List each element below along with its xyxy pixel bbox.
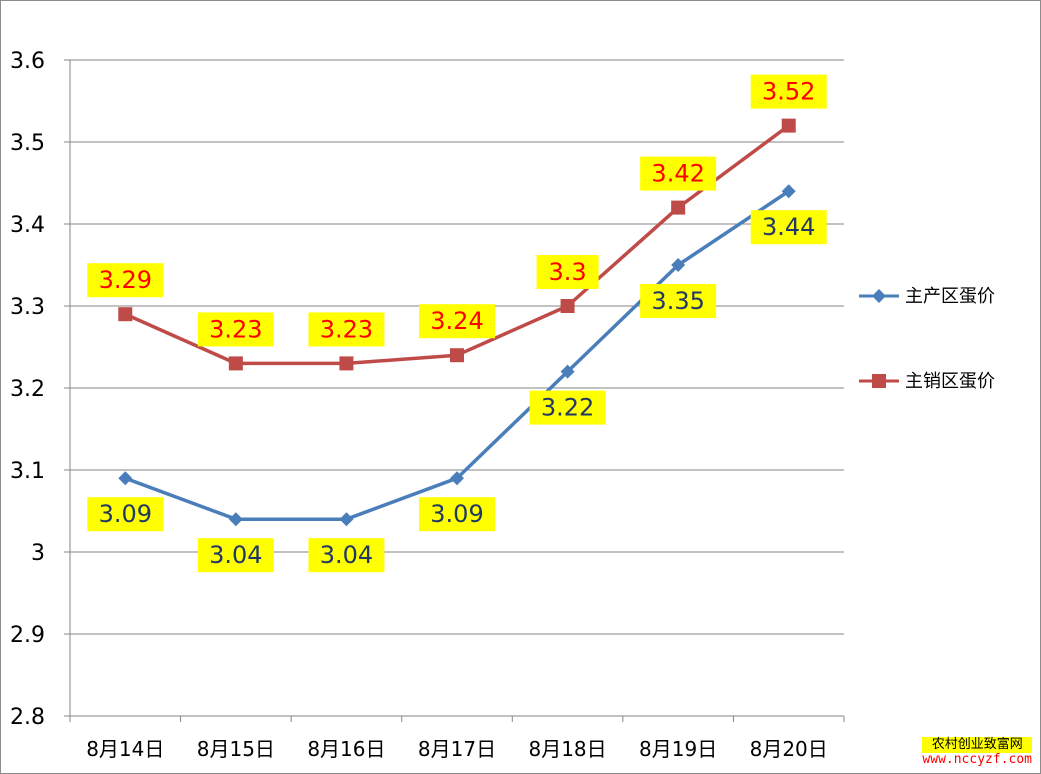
legend-marker: [872, 289, 886, 303]
legend-marker: [872, 374, 886, 388]
data-label-background: [197, 538, 274, 573]
data-label-background: [750, 74, 827, 109]
data-label-background: [308, 538, 385, 573]
data-label-text: 3.42: [651, 160, 704, 188]
data-label-text: 3.44: [762, 213, 815, 241]
data-label: 3.09: [419, 497, 495, 532]
data-label-text: 3.22: [541, 394, 594, 422]
x-tick-label: 8月19日: [639, 737, 717, 761]
data-label: 3.23: [308, 312, 385, 347]
data-point: [228, 512, 243, 527]
data-label-text: 3.09: [430, 500, 483, 528]
y-tick-label: 3.4: [10, 213, 45, 238]
x-tick-label: 8月18日: [528, 737, 606, 761]
x-tick-label: 8月20日: [750, 737, 828, 761]
y-tick-label: 2.8: [10, 705, 45, 730]
x-tick-label: 8月17日: [418, 737, 496, 761]
data-label-text: 3.3: [548, 258, 586, 286]
data-point: [339, 512, 354, 527]
data-label-background: [308, 312, 385, 347]
watermark: 农村创业致富网 www.nccyzf.com: [922, 737, 1032, 767]
series-lines: [118, 118, 796, 527]
data-point: [781, 118, 796, 133]
data-label-background: [536, 255, 599, 289]
data-label: 3.52: [750, 74, 827, 109]
data-label-text: 3.23: [320, 315, 373, 343]
legend-item: 主销区蛋价: [859, 371, 995, 392]
y-tick-label: 3.3: [10, 295, 45, 320]
y-tick-label: 3.1: [10, 459, 45, 484]
x-tick-label: 8月16日: [307, 737, 385, 761]
data-label: 3.3: [536, 255, 599, 289]
data-point: [118, 471, 133, 486]
data-label-text: 3.04: [320, 541, 373, 569]
data-point: [450, 471, 464, 486]
data-labels: 3.09 3.04 3.04 3.09 3.22 3.35 3.44 3.29 3.23 3.23…: [87, 74, 827, 573]
legend-label: 主产区蛋价: [905, 286, 995, 307]
y-tick-label: 3.6: [10, 49, 45, 74]
y-tick-label: 3.5: [10, 131, 45, 156]
gridlines: [70, 59, 844, 635]
data-label: 3.35: [640, 284, 717, 318]
data-label: 3.22: [529, 390, 606, 425]
data-point: [228, 356, 243, 371]
data-label: 3.42: [640, 156, 717, 191]
data-label-background: [87, 497, 164, 532]
y-tick-label: 3: [31, 541, 45, 566]
data-label-text: 3.29: [99, 266, 152, 294]
legend-label: 主销区蛋价: [905, 371, 995, 392]
data-label-text: 3.04: [209, 541, 262, 569]
data-label-text: 3.09: [99, 500, 152, 528]
x-tick-label: 8月15日: [197, 737, 275, 761]
data-label: 3.29: [87, 263, 164, 298]
data-label: 3.09: [87, 497, 164, 532]
data-label-text: 3.23: [209, 315, 262, 343]
y-tick-label: 3.2: [10, 377, 45, 402]
data-label-background: [419, 497, 495, 532]
data-point: [781, 184, 796, 199]
data-label-background: [87, 263, 164, 298]
data-label-background: [640, 284, 717, 318]
data-point: [339, 356, 354, 371]
data-point: [118, 307, 133, 322]
data-label: 3.04: [308, 538, 385, 573]
data-label: 3.44: [750, 210, 827, 245]
data-point: [450, 348, 464, 363]
data-label-background: [750, 210, 827, 245]
data-point: [560, 364, 575, 379]
watermark-name: 农村创业致富网: [922, 737, 1032, 753]
data-label: 3.24: [419, 304, 495, 339]
data-label: 3.04: [197, 538, 274, 573]
y-tick-label: 2.9: [10, 623, 45, 648]
x-axis-ticks: 8月14日 8月15日 8月16日 8月17日 8月18日 8月19日 8月20日: [69, 716, 845, 761]
data-label-background: [197, 312, 274, 347]
data-point: [560, 299, 575, 313]
data-label-text: 3.52: [762, 78, 815, 106]
data-label-background: [640, 156, 717, 191]
legend-item: 主产区蛋价: [859, 286, 995, 307]
data-point: [671, 200, 686, 215]
y-axis-ticks: 2.8 2.9 3 3.1 3.2 3.3 3.4 3.5 3.6: [10, 49, 70, 730]
data-label: 3.23: [197, 312, 274, 347]
watermark-url: www.nccyzf.com: [922, 752, 1032, 767]
data-label-text: 3.24: [430, 307, 483, 335]
data-label-text: 3.35: [651, 287, 704, 315]
data-point: [671, 258, 686, 272]
data-label-background: [419, 304, 495, 339]
data-label-background: [529, 390, 606, 425]
x-tick-label: 8月14日: [86, 737, 164, 761]
